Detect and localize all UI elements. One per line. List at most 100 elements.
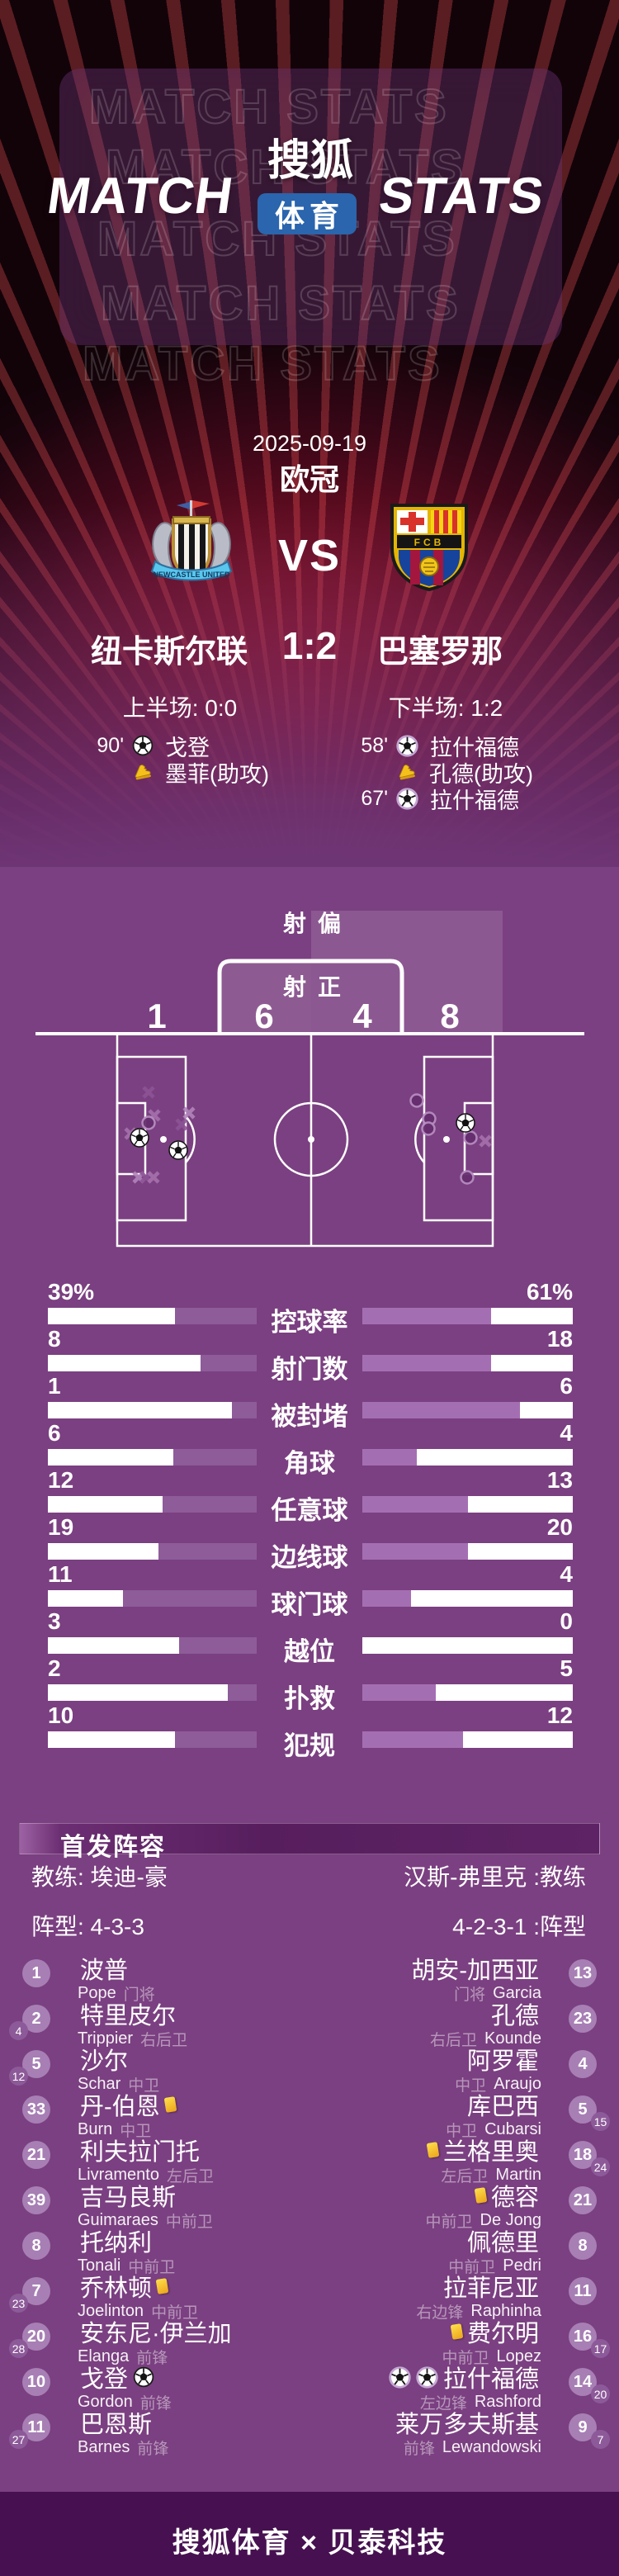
watermark-text: MATCH STATS	[105, 140, 465, 195]
player-name-en: Pope	[78, 1983, 116, 2002]
stat-bar-away	[362, 1543, 573, 1560]
player-name-line: 孔德	[489, 2001, 541, 2029]
stat-away-value: 13	[546, 1467, 573, 1493]
player-position: 前锋	[136, 2349, 168, 2367]
player-number-bubble: 2	[22, 2005, 50, 2033]
stat-label: 控球率	[271, 1308, 348, 1337]
player-info-line: Burn 中卫	[78, 2119, 151, 2140]
player-name-en: Raphinha	[470, 2301, 541, 2320]
player-name-cn: 拉菲尼亚	[442, 2275, 539, 2302]
player-name-en: Burn	[78, 2119, 113, 2138]
logo-stats-word: STATS	[376, 168, 548, 225]
player-name-cn: 利夫拉门托	[80, 2139, 201, 2166]
second-half-score: 下半场: 1:2	[388, 695, 503, 721]
event-player: 拉什福德	[430, 788, 519, 813]
stat-away-value: 12	[546, 1702, 573, 1728]
event-icons	[132, 761, 158, 783]
stat-bar-away	[362, 1496, 573, 1513]
away-team-crest-barcelona: FCB	[390, 504, 468, 592]
stat-label: 射门数	[271, 1355, 348, 1384]
stat-bar-away-fill	[362, 1731, 464, 1748]
assist-boot-icon	[135, 765, 151, 780]
stat-bar-home-fill	[179, 1637, 257, 1654]
player-info-line: 中前卫 De Jong	[425, 2211, 541, 2231]
player-name-en: Pedri	[503, 2256, 541, 2275]
player-name-en: Livramento	[78, 2165, 159, 2184]
stat-bar-away-fill	[362, 1355, 491, 1371]
player-name-en: Guimaraes	[78, 2210, 158, 2229]
player-position: 前锋	[139, 2394, 172, 2413]
player-name-cn: 胡安-加西亚	[411, 1958, 539, 1984]
player-name-en: Araujo	[494, 2074, 541, 2093]
player-name-line: 莱万多夫斯基	[393, 2410, 541, 2438]
player-name-en: Joelinton	[78, 2301, 144, 2320]
event-minute: 67'	[361, 786, 388, 810]
home-shots-off-count: 1	[147, 997, 166, 1035]
stat-bar-home-fill	[200, 1355, 257, 1371]
stat-bar-home-fill	[175, 1308, 257, 1324]
lineup-row: 21 德容 中前卫 De Jong	[0, 2178, 619, 2231]
player-name-en: Elanga	[78, 2346, 130, 2365]
substitution-number-badge: 12	[9, 2067, 28, 2086]
lineup-row: 14 20 拉什福德 左边锋 Rashford	[0, 2360, 619, 2413]
player-info-line: Trippier 右后卫	[78, 2029, 187, 2049]
away-shots-off-count: 8	[440, 997, 459, 1035]
player-name-en: Lopez	[496, 2346, 542, 2365]
player-info-line: 门将 Garcia	[454, 1984, 541, 2004]
player-position: 中卫	[455, 2076, 487, 2095]
event-minute: 90'	[97, 733, 124, 757]
yellow-card-icon	[155, 2278, 169, 2294]
player-number-bubble: 39	[22, 2186, 50, 2214]
player-name-line: 拉菲尼亚	[441, 2274, 541, 2302]
logo-match-word: MATCH	[44, 168, 238, 225]
yellow-card-icon	[163, 2096, 177, 2113]
substitution-number-badge: 24	[591, 2157, 610, 2176]
lineup-row: 33 丹-伯恩 Burn 中卫	[0, 2087, 619, 2140]
goal-event-row: 58' 拉什福德	[343, 733, 519, 760]
stat-bar-home-fill	[231, 1402, 257, 1418]
player-number-bubble: 16	[569, 2323, 597, 2351]
player-name-line: 特里皮尔	[78, 2001, 178, 2029]
player-info-line: 右后卫 Kounde	[430, 2029, 541, 2049]
player-name-cn: 安东尼·伊兰加	[80, 2321, 232, 2347]
sohu-sports-logo: 体育	[258, 193, 357, 234]
yellow-card-icon	[426, 2142, 440, 2158]
stat-bar-away	[362, 1402, 573, 1418]
goal-ball-marker	[456, 1113, 475, 1133]
assist-boot-icon	[399, 765, 415, 780]
player-name-cn: 巴恩斯	[80, 2412, 153, 2438]
player-number-bubble: 7	[22, 2277, 50, 2305]
stat-away-value: 5	[560, 1655, 573, 1681]
player-info-line: Tonali 中前卫	[78, 2256, 175, 2276]
pitch-lines	[116, 1032, 494, 1248]
event-player: 拉什福德	[430, 735, 519, 760]
away-formation: 4-2-3-1 :阵型	[452, 1914, 586, 1939]
goal-box-border	[217, 959, 404, 1034]
away-shots-on-count: 4	[352, 997, 372, 1035]
player-info-line: Livramento 左后卫	[78, 2165, 214, 2185]
shot-overlay-zone	[311, 911, 503, 1034]
home-coach: 教练: 埃迪-豪	[31, 1864, 168, 1890]
player-name-cn: 托纳利	[80, 2230, 153, 2256]
player-name-line: 巴恩斯	[78, 2410, 154, 2438]
yellow-card-icon	[450, 2323, 464, 2340]
stat-label: 球门球	[271, 1590, 348, 1619]
stat-bar-home	[48, 1355, 257, 1371]
goal-box-home-half	[221, 961, 311, 1034]
player-position: 左边锋	[419, 2394, 467, 2413]
stat-bar-home	[48, 1496, 257, 1513]
player-name-en: Rashford	[474, 2392, 541, 2411]
away-goal-events: 58' 拉什福德 孔德(助攻) 67' 拉什福德	[343, 733, 591, 813]
stat-home-value: 8	[48, 1326, 61, 1352]
stat-home-value: 2	[48, 1655, 61, 1681]
stat-away-value: 4	[560, 1420, 573, 1446]
player-number-bubble: 21	[22, 2141, 50, 2169]
stat-bar-away	[362, 1355, 573, 1371]
lineup-row: 2 4 特里皮尔 Trippier 右后卫	[0, 1996, 619, 2049]
player-number-bubble: 1	[22, 1959, 50, 1987]
player-name-en: Cubarsi	[484, 2119, 541, 2138]
stat-bar-away	[362, 1449, 573, 1466]
player-name-en: Gordon	[78, 2392, 133, 2411]
event-icons	[132, 735, 158, 756]
player-info-line: 右边锋 Raphinha	[416, 2301, 541, 2322]
